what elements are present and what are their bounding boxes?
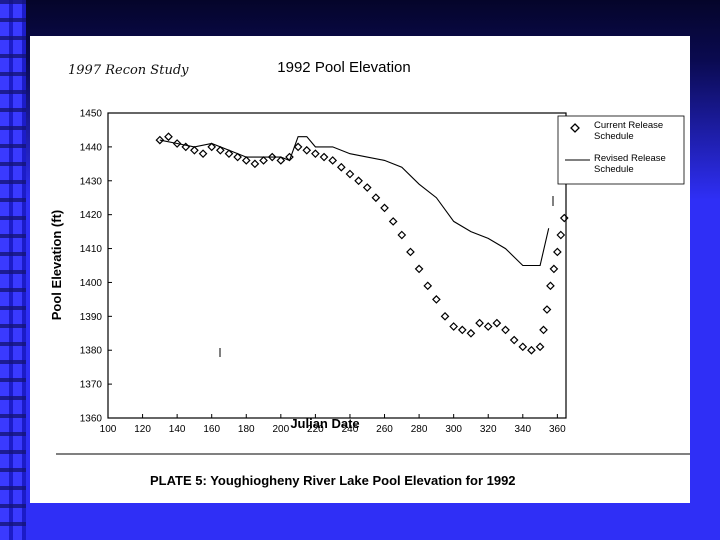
- chart-title: 1992 Pool Elevation: [277, 59, 410, 76]
- data-point-diamond: [483, 322, 493, 331]
- slide-left-pattern-strip: [0, 0, 26, 540]
- series-line-revised: [159, 136, 550, 267]
- x-tick-label: 340: [514, 424, 531, 435]
- data-point-diamond: [549, 264, 559, 274]
- data-point-diamond: [241, 156, 251, 165]
- y-tick-label: 1400: [80, 278, 103, 289]
- data-point-diamond: [354, 176, 363, 186]
- data-point-diamond: [155, 135, 165, 145]
- data-point-diamond: [233, 152, 242, 162]
- data-point-diamond: [362, 183, 372, 192]
- legend-label-revised: Revised Release Schedule: [594, 153, 666, 175]
- y-tick-label: 1390: [80, 312, 103, 323]
- x-axis-ticks: 100 120 140 160 180 200 220 240 260 280 300 320 340 3…: [100, 414, 566, 435]
- data-point-diamond: [539, 325, 548, 335]
- plate-caption: PLATE 5: Youghiogheny River Lake Pool El…: [150, 473, 516, 488]
- x-tick-label: 140: [169, 424, 186, 435]
- x-tick-label: 100: [100, 424, 117, 435]
- data-point-diamond: [432, 295, 441, 304]
- series-markers-2: [539, 213, 569, 335]
- data-point-diamond: [319, 152, 329, 162]
- data-point-diamond: [164, 132, 173, 142]
- data-point-diamond: [556, 230, 566, 240]
- series-markers-0: [155, 132, 545, 355]
- data-point-diamond: [267, 152, 277, 162]
- x-tick-label: 200: [272, 424, 289, 435]
- data-point-diamond: [440, 311, 450, 321]
- data-point-diamond: [207, 142, 217, 152]
- data-point-diamond: [388, 217, 398, 226]
- data-point-diamond: [190, 145, 199, 155]
- series-layer: [155, 132, 569, 355]
- data-point-diamond: [397, 230, 407, 240]
- data-point-diamond: [276, 156, 286, 165]
- x-tick-label: 220: [307, 424, 324, 435]
- x-tick-label: 160: [203, 424, 220, 435]
- data-point-diamond: [492, 318, 502, 328]
- data-point-diamond: [457, 325, 467, 335]
- data-point-diamond: [380, 203, 389, 213]
- data-point-diamond: [336, 162, 346, 172]
- y-tick-label: 1370: [80, 380, 103, 391]
- x-tick-label: 320: [480, 424, 497, 435]
- y-tick-label: 1430: [80, 176, 103, 187]
- data-point-diamond: [172, 139, 182, 148]
- data-point-diamond: [509, 335, 519, 345]
- data-point-diamond: [224, 149, 234, 159]
- data-point-diamond: [553, 247, 562, 257]
- y-tick-label: 1360: [80, 414, 103, 425]
- data-point-diamond: [542, 305, 552, 314]
- data-point-diamond: [311, 149, 320, 159]
- x-tick-label: 240: [342, 424, 359, 435]
- data-point-diamond: [293, 142, 303, 152]
- x-tick-label: 120: [134, 424, 151, 435]
- data-point-diamond: [423, 281, 433, 291]
- y-tick-label: 1380: [80, 346, 103, 357]
- x-axis-label: Julian Date: [290, 416, 359, 431]
- data-point-diamond: [345, 169, 355, 179]
- y-tick-label: 1450: [80, 109, 103, 120]
- data-point-diamond: [371, 193, 381, 203]
- pool-elevation-chart: 1997 Recon Study 1992 Pool Elevation 136…: [49, 59, 690, 488]
- data-point-diamond: [535, 342, 545, 352]
- data-point-diamond: [546, 281, 555, 291]
- data-point-diamond: [250, 159, 260, 169]
- data-point-diamond: [527, 345, 536, 355]
- scanned-plate-page: [30, 36, 690, 503]
- data-point-diamond: [501, 325, 510, 335]
- x-tick-label: 300: [445, 424, 462, 435]
- plot-frame: [107, 112, 567, 419]
- legend: Current Release Schedule Revised Release…: [557, 115, 685, 185]
- y-tick-label: 1410: [80, 244, 103, 255]
- data-point-diamond: [198, 149, 208, 159]
- handwritten-note: 1997 Recon Study: [68, 63, 189, 78]
- data-point-diamond: [559, 213, 569, 223]
- legend-label-current: Current Release Schedule: [594, 120, 664, 142]
- x-tick-label: 180: [238, 424, 255, 435]
- data-point-diamond: [302, 145, 312, 155]
- data-point-diamond: [466, 328, 476, 338]
- y-axis-ticks: 1360 1370 1380 1390 1400 1410 1420 1430 1440 1450: [80, 109, 112, 425]
- legend-diamond-marker: [570, 123, 580, 133]
- data-point-diamond: [518, 342, 528, 352]
- data-point-diamond: [328, 156, 338, 165]
- data-point-diamond: [414, 264, 424, 274]
- x-tick-label: 360: [549, 424, 566, 435]
- y-tick-label: 1440: [80, 142, 103, 153]
- y-axis-label: Pool Elevation (ft): [49, 210, 64, 321]
- data-point-diamond: [215, 145, 225, 155]
- x-tick-label: 280: [411, 424, 428, 435]
- data-point-diamond: [449, 322, 459, 331]
- data-point-diamond: [259, 156, 268, 165]
- data-point-diamond: [475, 318, 484, 328]
- y-tick-label: 1420: [80, 210, 103, 221]
- x-tick-label: 260: [376, 424, 393, 435]
- data-point-diamond: [406, 247, 415, 257]
